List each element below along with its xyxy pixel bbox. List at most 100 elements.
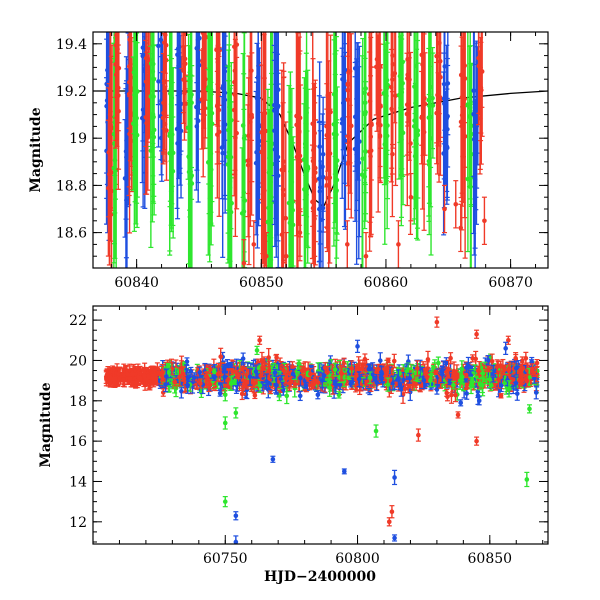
data-point-marker — [220, 150, 225, 156]
y-tick-label: 18.8 — [56, 178, 87, 194]
data-point-marker — [325, 225, 330, 231]
data-point-marker — [340, 76, 345, 82]
data-point-marker — [139, 115, 145, 121]
data-point-marker — [437, 58, 443, 64]
data-point-marker — [199, 97, 205, 102]
data-point-marker — [115, 85, 121, 91]
data-point-marker — [107, 112, 113, 117]
data-point-marker — [144, 120, 149, 126]
data-point-marker — [320, 164, 325, 170]
data-point-marker — [396, 242, 401, 247]
x-tick-label: 60870 — [488, 275, 533, 291]
data-point-marker — [363, 109, 368, 115]
data-point-marker — [437, 40, 442, 46]
data-point-marker — [120, 377, 126, 383]
data-point-marker — [232, 92, 237, 97]
data-point-marker — [377, 102, 383, 108]
data-point-marker — [259, 130, 265, 135]
data-point-marker — [131, 70, 137, 75]
data-point-marker — [363, 253, 369, 259]
data-point-marker — [400, 80, 405, 86]
data-point-marker — [294, 154, 300, 160]
data-point-marker — [480, 19, 485, 24]
data-point-marker — [471, 137, 477, 142]
data-point-marker — [241, 190, 247, 195]
data-point-marker — [435, 106, 441, 112]
data-point-marker — [106, 185, 111, 191]
data-point-marker — [462, 134, 468, 139]
y-tick-label: 19.4 — [56, 37, 87, 53]
data-point-marker — [116, 12, 121, 17]
data-point-marker — [265, 219, 271, 225]
data-point-marker — [408, 141, 413, 146]
data-point-marker — [249, 114, 255, 120]
data-point-marker — [399, 129, 405, 135]
data-point-marker — [391, 358, 397, 364]
data-point-marker — [107, 374, 113, 380]
data-point-marker — [442, 64, 448, 69]
data-point-marker — [177, 108, 183, 113]
data-point-marker — [222, 97, 228, 103]
data-point-marker — [115, 46, 120, 52]
data-point-marker — [162, 121, 168, 127]
data-point-marker — [333, 163, 339, 169]
data-point-marker — [412, 153, 418, 159]
data-point-marker — [342, 67, 348, 73]
data-point-marker — [194, 104, 199, 110]
data-point-marker — [459, 112, 465, 118]
data-point-marker — [124, 147, 130, 153]
data-point-marker — [180, 16, 185, 21]
top-plot-area — [93, 12, 548, 268]
data-point-marker — [203, 34, 209, 40]
data-point-marker — [183, 101, 189, 107]
data-point-marker — [253, 160, 259, 166]
data-point-marker — [227, 179, 233, 184]
x-tick-label: 60850 — [239, 275, 284, 291]
data-point-marker — [197, 35, 202, 41]
data-point-marker — [430, 95, 435, 101]
top-axis-ticks: 60840 60850 60860 60870 18.6 18.8 19 19.2 19.4 — [56, 31, 548, 291]
data-point-marker — [482, 218, 487, 224]
data-point-marker — [373, 64, 379, 70]
data-point-marker — [269, 161, 275, 167]
data-point-marker — [128, 75, 134, 80]
data-point-marker — [245, 162, 251, 168]
data-point-marker — [453, 201, 459, 207]
data-point-marker — [142, 373, 147, 379]
top-panel: 60840 60850 60860 60870 18.6 18.8 19 19.2 19.4 M… — [28, 12, 549, 291]
data-point-marker — [216, 129, 222, 135]
data-point-marker — [462, 63, 467, 68]
data-point-marker — [251, 242, 257, 247]
y-tick-label: 19 — [69, 131, 87, 147]
data-point-marker — [420, 115, 425, 121]
data-point-marker — [519, 358, 525, 364]
data-point-marker — [415, 132, 420, 137]
data-point-marker — [150, 69, 156, 74]
data-point-marker — [327, 175, 333, 181]
data-point-marker — [324, 123, 329, 129]
bottom-plot-area — [103, 316, 540, 544]
data-point-marker — [113, 62, 118, 67]
data-point-marker — [182, 61, 188, 67]
data-point-marker — [392, 71, 398, 76]
data-point-marker — [206, 106, 212, 111]
data-point-marker — [331, 122, 337, 127]
data-point-marker — [374, 56, 380, 62]
data-point-marker — [468, 174, 474, 180]
data-point-marker — [427, 103, 432, 109]
data-point-marker — [281, 192, 286, 198]
data-point-marker — [317, 206, 322, 212]
data-point-marker — [434, 53, 439, 59]
data-point-marker — [382, 142, 388, 147]
data-point-marker — [153, 376, 159, 381]
data-point-marker — [283, 253, 289, 259]
y-tick-label: 18.6 — [56, 226, 87, 242]
data-point-marker — [328, 109, 333, 115]
data-point-marker — [345, 242, 350, 247]
data-point-marker — [346, 70, 351, 75]
x-tick-label: 60860 — [364, 275, 409, 291]
data-point-marker — [134, 132, 140, 138]
data-point-marker — [202, 25, 207, 30]
